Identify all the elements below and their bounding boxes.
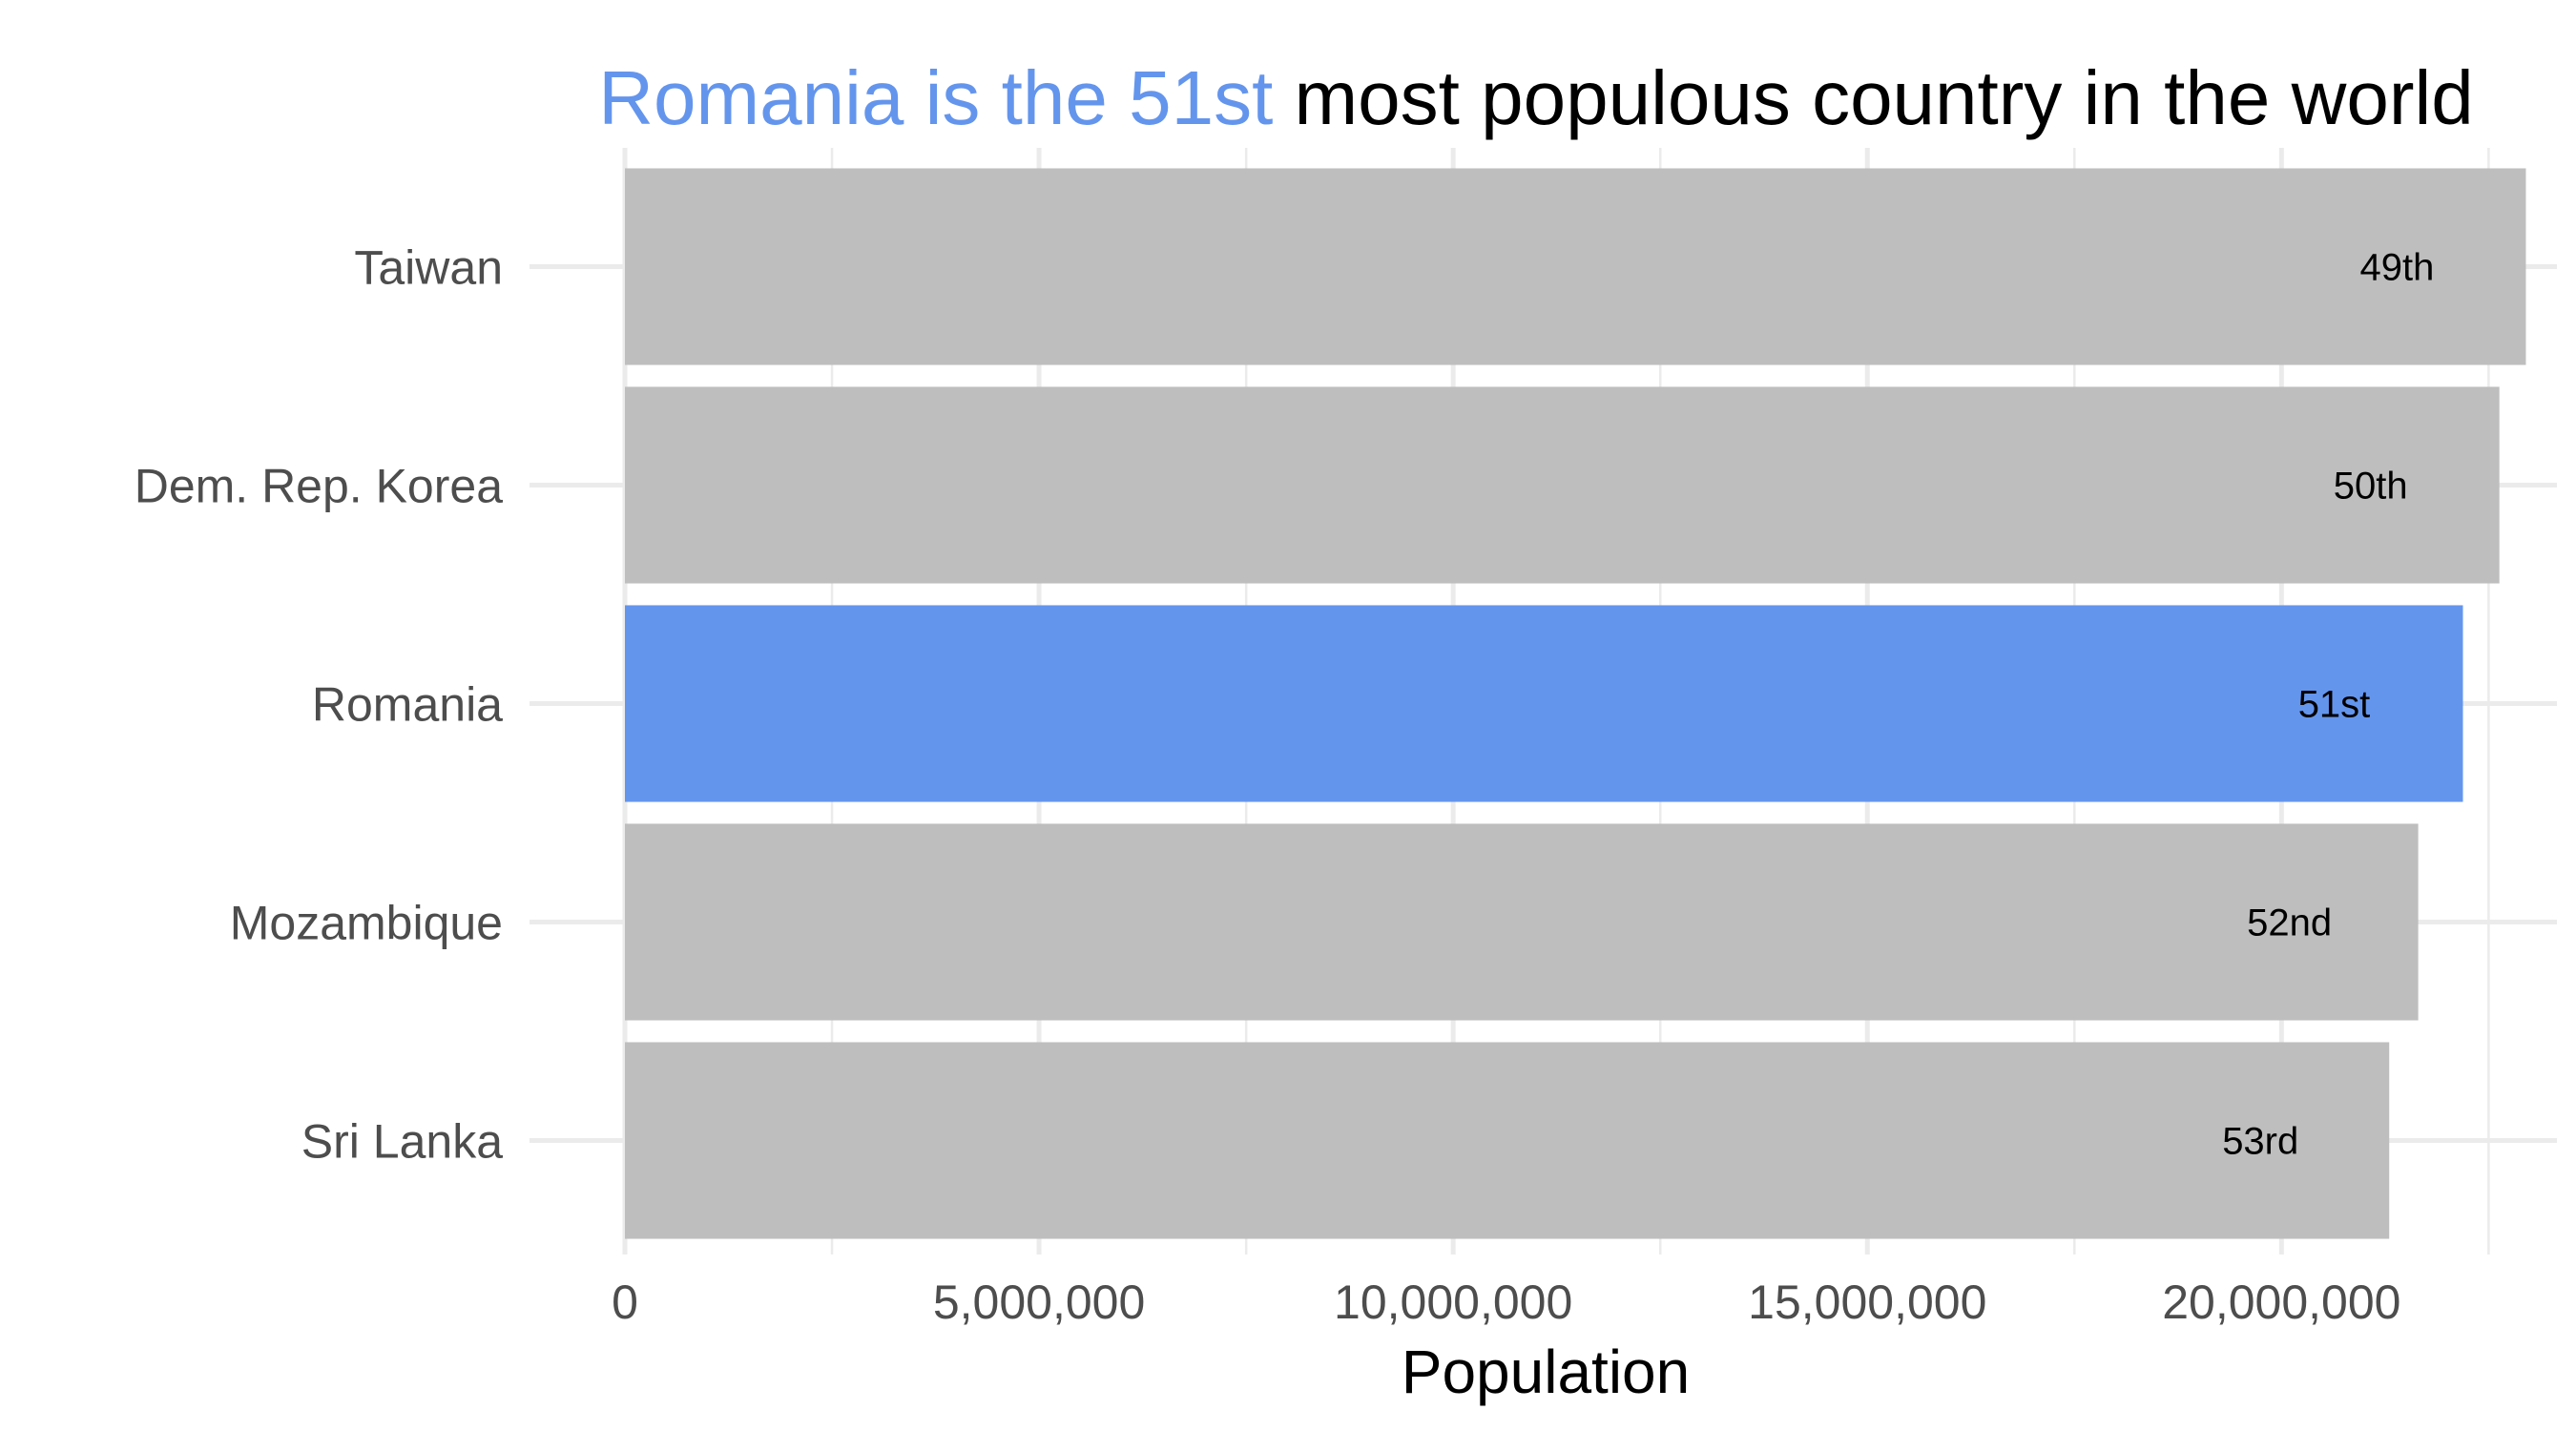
x-tick-label: 10,000,000 bbox=[1334, 1275, 1572, 1329]
bars-group bbox=[625, 168, 2526, 1239]
chart-title-highlight: Romania is the 51st bbox=[598, 55, 1273, 140]
x-tick-label: 15,000,000 bbox=[1748, 1275, 1986, 1329]
rank-label: 51st bbox=[2298, 684, 2371, 726]
y-tick-label: Taiwan bbox=[354, 241, 503, 295]
bar-sri-lanka bbox=[625, 1042, 2390, 1239]
y-tick-label: Romania bbox=[312, 678, 503, 732]
x-tick-label: 0 bbox=[612, 1275, 638, 1329]
rank-label: 50th bbox=[2334, 466, 2408, 508]
rank-label: 49th bbox=[2360, 247, 2435, 289]
chart-title: Romania is the 51st most populous countr… bbox=[598, 55, 2473, 140]
bar-romania bbox=[625, 605, 2463, 802]
chart-title-rest: most populous country in the world bbox=[1273, 55, 2473, 140]
bar-dem-rep-korea bbox=[625, 386, 2500, 584]
y-axis-ticks: Taiwan Dem. Rep. Korea Romania Mozambique Sr… bbox=[135, 241, 503, 1169]
y-tick-label: Sri Lanka bbox=[301, 1115, 503, 1169]
rank-label: 52nd bbox=[2247, 902, 2332, 944]
x-axis-ticks: 0 5,000,000 10,000,000 15,000,000 20,000,000 bbox=[612, 1275, 2400, 1329]
x-tick-label: 20,000,000 bbox=[2162, 1275, 2400, 1329]
x-axis-label: Population bbox=[1402, 1338, 1690, 1406]
y-tick-label: Dem. Rep. Korea bbox=[135, 460, 503, 513]
y-tick-label: Mozambique bbox=[230, 897, 503, 950]
bar-mozambique bbox=[625, 823, 2419, 1021]
rank-labels-group: 49th 50th 51st 52nd 53rd bbox=[2222, 247, 2434, 1163]
bar-taiwan bbox=[625, 168, 2526, 365]
rank-label: 53rd bbox=[2222, 1121, 2298, 1163]
x-tick-label: 5,000,000 bbox=[933, 1275, 1145, 1329]
